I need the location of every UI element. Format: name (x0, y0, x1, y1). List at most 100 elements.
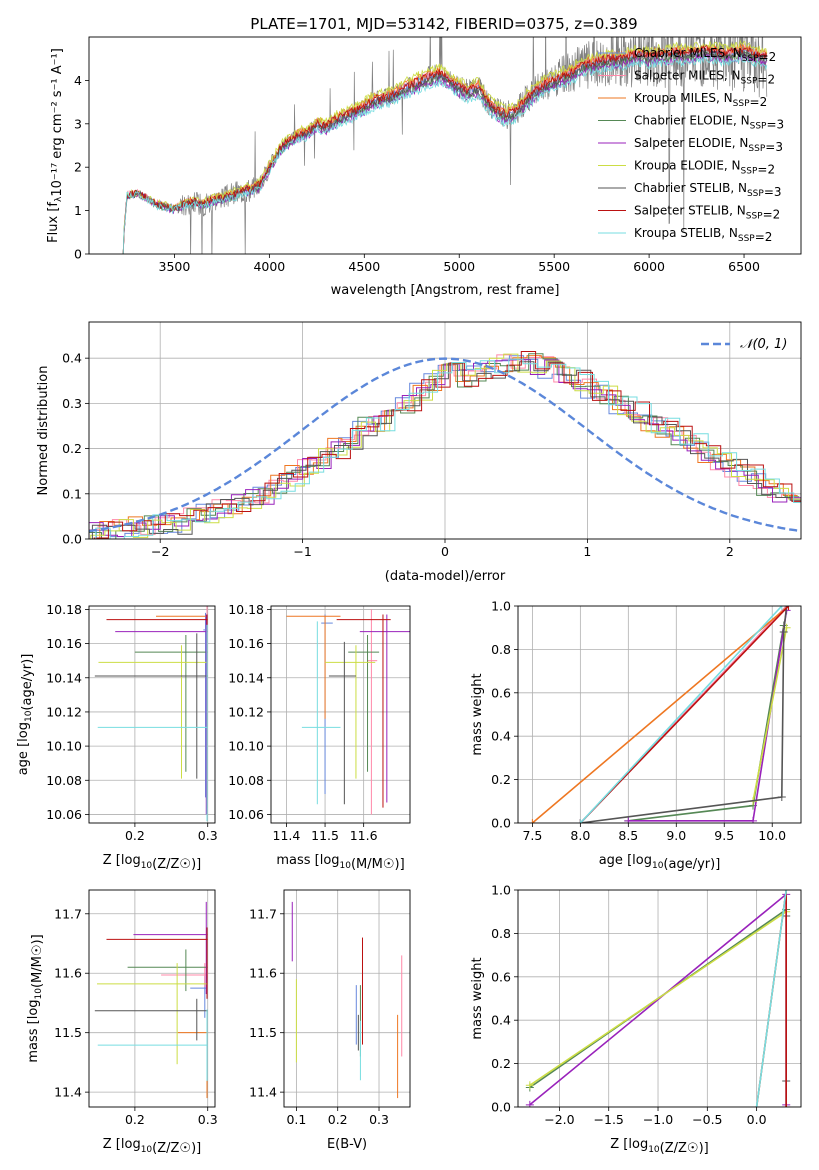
legend-label: 𝒩(0, 1) (740, 337, 787, 352)
legend-label: Salpeter MILES, NSSP=2 (634, 69, 775, 87)
x-tick-label: 2 (726, 544, 734, 559)
x-tick-label: 8.5 (618, 828, 638, 843)
y-tick-label: 0.0 (62, 532, 82, 547)
y-tick-label: 0.1 (62, 486, 82, 501)
y-axis-label: mass weight (470, 673, 485, 755)
y-tick-label: 0.6 (491, 969, 511, 984)
residual-histogram-steps (95, 358, 801, 539)
y-tick-label: 0 (74, 247, 82, 262)
mass-vs-metallicity-panel: 0.2 0.3 11.4 11.5 11.6 11.7 Z [log10(Z/Z☉)] mas… (26, 889, 218, 1156)
y-axis-label: mass weight (470, 957, 485, 1039)
mass-weight-marker (784, 606, 793, 610)
y-tick-label: 10.12 (228, 704, 264, 719)
y-axis-label: Normed distribution (36, 366, 51, 496)
y-tick-label: 0.4 (62, 351, 82, 366)
legend-label: Salpeter STELIB, NSSP=2 (634, 204, 780, 222)
model-spectrum-line (122, 48, 768, 254)
axes-frame (88, 605, 216, 824)
x-tick-label: 0.2 (125, 1112, 145, 1127)
y-tick-label: 0.8 (491, 642, 511, 657)
y-tick-label: 1.0 (491, 599, 511, 614)
axes-frame (270, 605, 411, 824)
mass-weight-marker (752, 1103, 761, 1107)
legend-label: Kroupa ELODIE, NSSP=2 (634, 159, 775, 177)
mass-weight-vs-age-panel: 7.5 8.0 8.5 9.0 9.5 10.0 0.0 0.2 0.4 0.6 0.8 1.0 age… (470, 599, 802, 872)
x-axis-label: E(B-V) (327, 1137, 367, 1152)
y-axis-label: mass [log10(M/M☉)] (26, 934, 45, 1062)
x-axis-label: Z [log10(Z/Z☉)] (103, 1137, 201, 1156)
y-tick-label: 0.2 (491, 1056, 511, 1071)
mass-weight-marker (528, 819, 537, 823)
x-tick-label: 0.2 (125, 828, 145, 843)
x-tick-label: −1.0 (643, 1112, 673, 1127)
plot-area (284, 890, 410, 1107)
x-tick-label: −2 (151, 544, 169, 559)
plot-area (122, 37, 768, 254)
legend-label: Kroupa MILES, NSSP=2 (634, 91, 767, 109)
x-tick-label: 5500 (538, 259, 570, 274)
axes-frame (88, 889, 216, 1108)
spectrum-panel: 3500 4000 4500 5000 5500 6000 6500 0 1 2 3 4 wavelen… (46, 36, 802, 298)
y-axis-label: Flux [fλ10⁻¹⁷ erg cm⁻² s⁻¹ A⁻¹] (46, 48, 65, 243)
residual-histogram-steps (91, 361, 801, 539)
x-tick-label: 0.3 (198, 1112, 218, 1127)
y-tick-label: 4 (74, 73, 82, 88)
mass-weight-marker (779, 628, 788, 637)
legend-label: Chabrier MILES, NSSP=2 (634, 46, 776, 64)
y-tick-label: 0.0 (491, 816, 511, 831)
y-tick-label: 0.6 (491, 685, 511, 700)
y-tick-label: 2 (74, 160, 82, 175)
model-spectrum-line (122, 39, 768, 254)
mass-weight-line (752, 627, 788, 802)
x-tick-label: 6000 (633, 259, 665, 274)
x-tick-label: 11.4 (273, 828, 301, 843)
plot-area (89, 322, 801, 539)
y-tick-label: 11.5 (249, 1025, 277, 1040)
x-tick-label: 0.3 (369, 1112, 389, 1127)
model-spectrum-line (122, 44, 768, 254)
y-tick-label: 11.7 (249, 906, 277, 921)
y-tick-label: 11.6 (54, 966, 82, 981)
x-tick-label: 3500 (159, 259, 191, 274)
y-tick-label: 11.7 (54, 906, 82, 921)
y-tick-label: 10.10 (228, 739, 264, 754)
model-spectrum-line (122, 54, 768, 254)
residual-histogram-steps (93, 351, 801, 539)
y-tick-label: 11.4 (249, 1085, 277, 1100)
axes-frame (283, 889, 411, 1108)
plot-area (518, 606, 801, 823)
x-tick-label: 5000 (443, 259, 475, 274)
legend-label: Chabrier STELIB, NSSP=3 (634, 181, 782, 199)
y-tick-label: 10.10 (46, 739, 82, 754)
x-tick-label: 9.0 (666, 828, 686, 843)
x-tick-label: 10.0 (758, 828, 786, 843)
x-axis-label: age [log10(age/yr)] (599, 853, 721, 872)
x-tick-label: 1 (583, 544, 591, 559)
x-tick-label: 6500 (728, 259, 760, 274)
mass-weight-marker (782, 890, 791, 894)
y-tick-label: 0.4 (491, 729, 511, 744)
y-tick-label: 11.4 (54, 1085, 82, 1100)
x-tick-label: −1 (293, 544, 311, 559)
x-axis-label: Z [log10(Z/Z☉)] (103, 853, 201, 872)
plot-area (518, 890, 801, 1107)
age-vs-mass-panel: 11.4 11.5 11.6 10.06 10.08 10.10 10.12 10.14 10.… (228, 602, 411, 872)
y-tick-label: 10.16 (228, 636, 264, 651)
y-tick-label: 10.06 (228, 807, 264, 822)
x-tick-label: 7.5 (522, 828, 542, 843)
y-tick-label: 0.0 (491, 1100, 511, 1115)
y-tick-label: 0.8 (491, 926, 511, 941)
x-axis-label: (data-model)/error (385, 569, 506, 584)
x-tick-label: 8.0 (570, 828, 590, 843)
mass-weight-line (531, 606, 790, 823)
y-tick-label: 0.2 (491, 772, 511, 787)
legend-label: Salpeter ELODIE, NSSP=3 (634, 136, 783, 154)
axes-frame (88, 36, 802, 255)
x-tick-label: 11.6 (350, 828, 378, 843)
mass-weight-marker (777, 606, 786, 610)
residual-histogram-steps (89, 359, 801, 539)
x-tick-label: 9.5 (714, 828, 734, 843)
axes-frame (517, 605, 802, 824)
